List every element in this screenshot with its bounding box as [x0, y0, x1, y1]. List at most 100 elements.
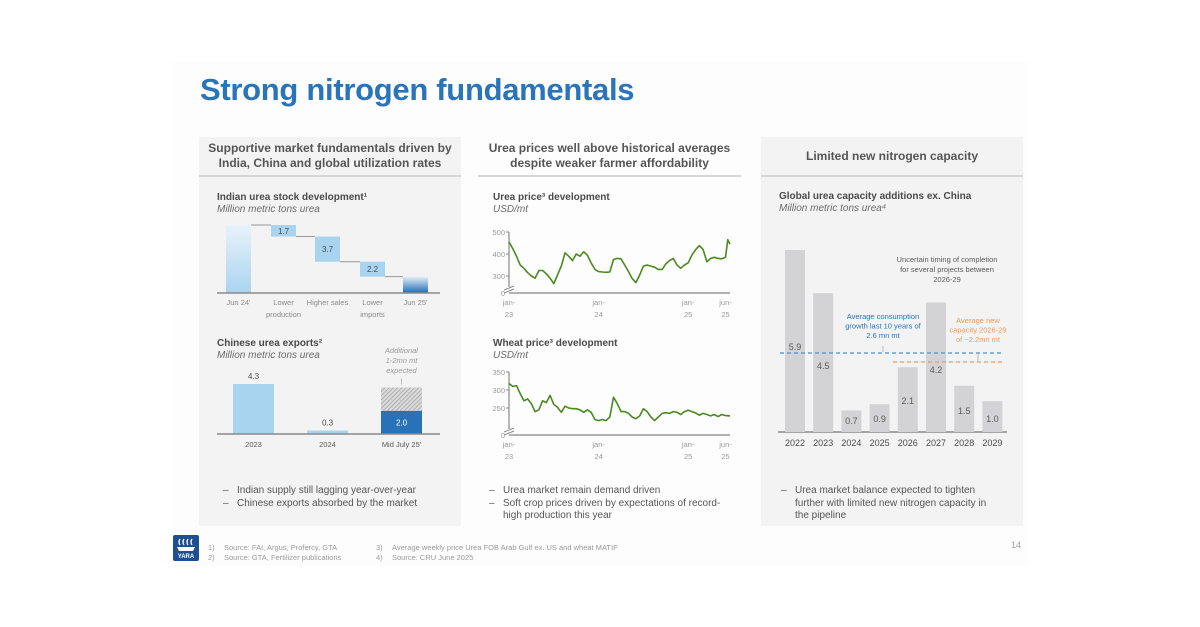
capacity-bar: [841, 410, 862, 432]
page-title: Strong nitrogen fundamentals: [200, 72, 635, 107]
waterfall-x-tick-label: imports: [360, 310, 385, 319]
capacity-data-label: 1.5: [958, 406, 971, 416]
capacity-bar: [813, 293, 834, 432]
bullet-item: – Urea market remain demand driven: [489, 485, 661, 496]
capacity-bar: [954, 385, 975, 432]
bullet-text: Indian supply still lagging year-over-ye…: [237, 485, 416, 496]
reference-label-new-capacity: capacity 2026-29: [949, 326, 1006, 335]
chart-subtitle-chinese-exports: Million metric tons urea: [217, 350, 320, 361]
export-bar-expected-hatched: [381, 387, 422, 411]
wheat-price-y-tick-label: 300: [492, 386, 505, 395]
capacity-data-label: 2.1: [902, 396, 915, 406]
logo-text: YARA: [178, 554, 195, 560]
bullet-item: – Chinese exports absorbed by the market: [223, 497, 418, 509]
urea-price-x-tick-label: jan-: [591, 298, 605, 307]
bullet-item: – Soft crop prices driven by expectations…: [489, 498, 734, 523]
urea-price-x-tick-label: 23: [505, 310, 513, 319]
footnote-text: Average weekly price Urea FOB Arab Gulf …: [392, 543, 618, 552]
export-data-label: 2.0: [396, 418, 408, 427]
reference-label-consumption: Average consumption: [847, 312, 919, 321]
capacity-bar: [785, 250, 805, 432]
capacity-annotation-text: Uncertain timing of completion: [897, 255, 998, 264]
urea-price-y-tick-label: 300: [492, 272, 505, 281]
bullets-panel-1: – Indian supply still lagging year-over-y…: [223, 485, 453, 510]
export-bar: [233, 384, 274, 434]
wheat-price-axis-break: [503, 430, 515, 436]
capacity-data-label: 5.9: [789, 342, 802, 352]
waterfall-bar-step: [315, 236, 340, 262]
footnote-text: Source: GTA, Fertilizer publications: [224, 553, 342, 562]
chart-title-urea-price: Urea price³ development: [493, 192, 610, 203]
waterfall-x-tick-label: production: [266, 310, 301, 319]
wheat-price-x-tick-label: jan-: [681, 440, 695, 449]
urea-price-x-tick-label: jun-: [718, 298, 732, 307]
bullet-text: Urea market balance expected to tighten …: [795, 485, 987, 521]
export-x-tick-label: Mid July 25': [382, 440, 422, 449]
urea-price-series-line: [508, 238, 731, 285]
panel-header-line: Limited new nitrogen capacity: [805, 148, 979, 163]
panel-header-line: India, China and global utilization rate…: [218, 156, 442, 170]
waterfall-bar-end: [403, 276, 428, 293]
capacity-x-tick-label: 2028: [954, 438, 974, 448]
chart-subtitle-urea-price: USD/mt: [493, 204, 528, 215]
panel-header-line: Urea prices well above historical averag…: [488, 141, 731, 155]
footnotes-right: 3) Average weekly price Urea FOB Arab Gul…: [376, 543, 618, 563]
bullet-text: Chinese exports absorbed by the market: [237, 497, 418, 509]
export-bar: [381, 410, 422, 434]
panel-header: Supportive market fundamentals driven by…: [199, 137, 461, 177]
footnote-number: 4): [376, 553, 383, 562]
panel-urea-prices: Urea prices well above historical averag…: [478, 137, 741, 526]
capacity-x-tick-label: 2023: [813, 438, 833, 448]
wheat-price-y-tick-label: 0: [501, 431, 505, 440]
waterfall-x-tick-label: Higher sales: [307, 298, 349, 307]
wheat-price-x-tick-label: jan-: [502, 440, 516, 449]
urea-price-x-tick-label: 25: [684, 310, 692, 319]
bullet-text: Soft crop prices driven by expectations …: [503, 497, 721, 522]
footnote: 1) Source: FAI, Argus, Profercy, GTA: [208, 543, 341, 553]
urea-price-x-tick-label: 24: [594, 310, 602, 319]
panel-header: Limited new nitrogen capacity: [761, 137, 1023, 177]
reference-label-new-capacity: of ~2.2mn mt: [956, 335, 1001, 344]
export-data-label: 0.3: [322, 419, 334, 428]
bullet-item: – Urea market balance expected to tighten…: [781, 485, 996, 523]
waterfall-bar-step: [360, 261, 385, 277]
capacity-bar: [926, 302, 946, 432]
waterfall-bar-step: [271, 225, 296, 237]
capacity-x-tick-label: 2024: [841, 438, 861, 448]
capacity-x-tick-label: 2022: [785, 438, 805, 448]
waterfall-data-label: 1.7: [278, 227, 290, 236]
page-number: 14: [1011, 540, 1022, 550]
urea-price-x-tick-label: jan-: [681, 298, 695, 307]
footnote-text: Source: CRU June 2025: [392, 553, 474, 562]
export-x-tick-label: 2023: [245, 440, 262, 449]
wheat-price-x-tick-label: 25: [721, 452, 729, 461]
export-annotation-text: Additional: [384, 346, 418, 355]
waterfall-bar-start: [226, 225, 251, 293]
capacity-x-tick-label: 2026: [898, 438, 918, 448]
waterfall-x-tick-label: Jun 25': [404, 298, 429, 307]
urea-price-y-tick-label: 400: [492, 250, 505, 259]
panel-market-fundamentals: Supportive market fundamentals driven by…: [199, 137, 461, 526]
chart-title-wheat-price: Wheat price³ development: [493, 338, 618, 349]
footnote: 2) Source: GTA, Fertilizer publications: [208, 553, 341, 563]
urea-price-y-tick-label: 500: [492, 228, 505, 237]
footnote: 4) Source: CRU June 2025: [376, 553, 618, 563]
footnote-number: 2): [208, 553, 215, 562]
export-x-tick-label: 2024: [319, 440, 336, 449]
bullets-panel-2: – Urea market remain demand driven – Soft …: [489, 485, 734, 523]
chart-subtitle-capacity: Million metric tons urea⁴: [779, 203, 887, 214]
capacity-bar: [897, 367, 918, 432]
footnote: 3) Average weekly price Urea FOB Arab Gul…: [376, 543, 618, 553]
yara-logo: YARA: [173, 535, 199, 561]
export-annotation-text: 1-2mn mt: [386, 356, 419, 365]
waterfall-data-label: 2.2: [367, 265, 379, 274]
capacity-annotation-text: for several projects between: [900, 265, 994, 274]
urea-price-axis-break: [503, 285, 515, 291]
waterfall-x-tick-label: Jun 24': [227, 298, 252, 307]
footnote-number: 1): [208, 543, 215, 552]
waterfall-x-tick-label: Lower: [273, 298, 294, 307]
wheat-price-series-line: [508, 382, 731, 422]
wheat-price-y-tick-label: 250: [492, 404, 505, 413]
wheat-price-x-tick-label: jan-: [591, 440, 605, 449]
capacity-data-label: 4.2: [930, 365, 943, 375]
